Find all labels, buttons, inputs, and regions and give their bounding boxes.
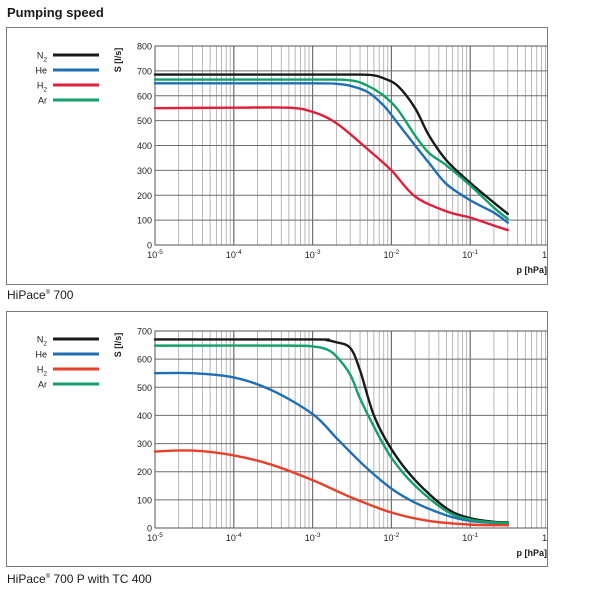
x-tick-label: 10-2 [384, 249, 400, 260]
y-tick-label: 500 [137, 383, 152, 393]
series-line-n2 [153, 338, 509, 524]
x-tick-label: 10-1 [462, 249, 478, 260]
x-tick-label: 100 [542, 249, 547, 260]
plot-frame [154, 330, 547, 529]
chart-panel-1: 0 100 200 300 400 500 600 700 800 10-5 10-4 10-3 10-… [6, 27, 548, 285]
y-tick-label: 700 [137, 66, 152, 76]
x-axis-label: p [hPa] [517, 265, 548, 275]
y-tick-label: 0 [147, 241, 152, 251]
y-tick-label: 200 [137, 191, 152, 201]
caption-model: 700 P with TC 400 [50, 572, 152, 586]
x-tick-label: 10-3 [305, 532, 321, 543]
series-line-he [153, 371, 509, 525]
y-axis-label: S [l/s] [113, 333, 123, 358]
series-line-h2 [153, 106, 509, 232]
y-tick-label: 100 [137, 216, 152, 226]
y-axis-label: S [l/s] [113, 48, 123, 73]
legend-label-he: He [35, 66, 47, 76]
legend-label-ar: Ar [38, 380, 47, 390]
registered-mark: ® [45, 290, 51, 296]
chart-caption-2: HiPace® 700 P with TC 400 [7, 572, 152, 586]
legend-label-ar: Ar [38, 96, 47, 106]
series-line-ar [153, 78, 509, 221]
plot-frame [154, 45, 547, 246]
y-tick-label: 700 [137, 327, 152, 337]
chart-panel-2: 0 100 200 300 400 500 600 700 10-5 10-4 10-3 10-2 10… [6, 311, 548, 567]
legend: N2 He H2 Ar [35, 51, 99, 106]
legend-label-h2: H2 [37, 365, 48, 378]
x-tick-label: 10-1 [462, 532, 478, 543]
pumping-speed-chart-1: 0 100 200 300 400 500 600 700 800 10-5 10-4 10-3 10-… [35, 42, 548, 275]
series-line-he [153, 82, 509, 224]
legend-label-n2: N2 [37, 335, 48, 348]
series-line-ar [153, 344, 509, 525]
x-tick-label: 10-4 [226, 532, 242, 543]
x-tick-label: 100 [542, 532, 547, 543]
legend-label-h2: H2 [37, 81, 48, 94]
legend-label-n2: N2 [37, 51, 48, 64]
pumping-speed-chart-2: 0 100 200 300 400 500 600 700 10-5 10-4 10-3 10-2 10… [35, 327, 548, 558]
x-axis-label: p [hPa] [517, 548, 548, 558]
series-line-h2 [153, 449, 509, 527]
x-tick-label: 10-4 [226, 249, 242, 260]
y-tick-label: 600 [137, 91, 152, 101]
y-tick-label: 300 [137, 166, 152, 176]
y-tick-label: 100 [137, 495, 152, 505]
grid [154, 330, 547, 529]
y-tick-label: 400 [137, 141, 152, 151]
caption-brand: HiPace [7, 288, 46, 302]
legend-label-he: He [35, 350, 47, 360]
y-tick-label: 800 [137, 42, 152, 52]
x-tick-label: 10-3 [305, 249, 321, 260]
caption-model: 700 [50, 288, 74, 302]
y-tick-label: 200 [137, 467, 152, 477]
x-tick-label: 10-5 [147, 249, 163, 260]
y-tick-label: 500 [137, 116, 152, 126]
series-line-n2 [153, 73, 509, 216]
chart-caption-1: HiPace® 700 [7, 288, 73, 302]
page-title: Pumping speed [7, 5, 104, 20]
y-tick-label: 400 [137, 411, 152, 421]
y-tick-label: 0 [147, 524, 152, 534]
y-tick-label: 300 [137, 439, 152, 449]
y-tick-label: 600 [137, 355, 152, 365]
legend: N2 He H2 Ar [35, 335, 99, 390]
x-tick-label: 10-5 [147, 532, 163, 543]
registered-mark: ® [45, 574, 51, 580]
caption-brand: HiPace [7, 572, 46, 586]
x-tick-label: 10-2 [384, 532, 400, 543]
grid [154, 45, 547, 246]
